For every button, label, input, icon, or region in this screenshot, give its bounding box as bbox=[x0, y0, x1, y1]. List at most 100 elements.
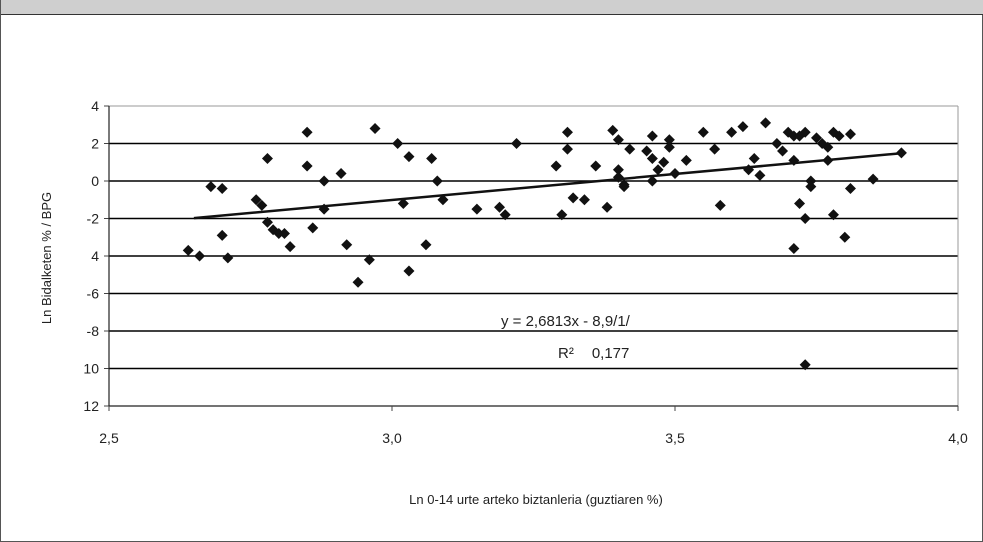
data-point bbox=[748, 153, 760, 164]
data-point bbox=[301, 160, 313, 172]
data-point bbox=[567, 192, 579, 204]
axes-layer: 4 2 0 -2 4 -6 -8 10 122,5 3,0 3,5 4,0 bbox=[83, 98, 968, 446]
trendline-equation: y = 2,6813x - 8,9/1/ bbox=[501, 313, 631, 330]
data-point bbox=[839, 231, 851, 243]
data-point bbox=[205, 181, 217, 193]
data-point bbox=[420, 239, 432, 251]
data-point bbox=[822, 141, 834, 153]
data-point bbox=[811, 132, 822, 144]
data-point bbox=[663, 141, 675, 153]
data-point bbox=[771, 138, 783, 149]
data-point bbox=[833, 130, 845, 142]
data-point bbox=[714, 199, 726, 211]
y-tick-label: -2 bbox=[87, 211, 100, 227]
data-point bbox=[431, 175, 443, 187]
data-point bbox=[646, 130, 658, 142]
y-axis-title: Ln Bidalketen % / BPG bbox=[39, 192, 54, 324]
data-point bbox=[222, 252, 234, 264]
data-point bbox=[663, 134, 675, 146]
y-tick-label: 2 bbox=[91, 136, 99, 152]
data-point bbox=[284, 241, 296, 253]
data-point bbox=[511, 138, 523, 149]
x-tick-label: 3,5 bbox=[665, 430, 685, 446]
y-tick-label: -8 bbox=[87, 323, 100, 339]
data-point bbox=[216, 183, 228, 194]
grid-layer bbox=[109, 142, 958, 370]
x-tick-label: 4,0 bbox=[948, 430, 968, 446]
data-point bbox=[499, 209, 511, 221]
data-point bbox=[827, 209, 839, 221]
data-point bbox=[369, 123, 381, 134]
data-point bbox=[278, 228, 290, 239]
data-point bbox=[578, 194, 590, 206]
data-point bbox=[335, 168, 347, 179]
data-point bbox=[895, 147, 907, 159]
data-point bbox=[844, 183, 856, 194]
x-tick-label: 3,0 bbox=[382, 430, 402, 446]
data-point bbox=[844, 128, 856, 140]
y-tick-label: -6 bbox=[87, 286, 100, 302]
data-point bbox=[601, 201, 613, 213]
data-point bbox=[709, 143, 721, 155]
data-point bbox=[612, 171, 624, 183]
data-point bbox=[307, 222, 319, 234]
data-point bbox=[392, 138, 404, 149]
data-point bbox=[561, 143, 573, 155]
data-point bbox=[760, 117, 772, 129]
data-point bbox=[646, 175, 658, 187]
data-point bbox=[607, 124, 619, 136]
data-point bbox=[624, 143, 636, 155]
data-point bbox=[250, 194, 262, 206]
data-point bbox=[737, 121, 749, 133]
data-point bbox=[318, 175, 330, 187]
y-tick-label: 4 bbox=[91, 248, 99, 264]
data-point bbox=[273, 228, 285, 239]
trendline-layer bbox=[193, 152, 902, 220]
trendline bbox=[193, 152, 902, 220]
data-point bbox=[437, 194, 449, 206]
data-point bbox=[426, 153, 438, 164]
data-point bbox=[182, 244, 194, 256]
data-point bbox=[341, 239, 353, 251]
top-bar bbox=[1, 0, 983, 15]
data-point bbox=[743, 164, 755, 176]
data-point bbox=[216, 229, 228, 241]
data-point bbox=[788, 130, 800, 142]
data-point bbox=[641, 145, 653, 157]
points-layer bbox=[182, 117, 907, 371]
data-point bbox=[754, 169, 766, 181]
data-point bbox=[697, 126, 709, 138]
data-point bbox=[726, 126, 738, 138]
data-point bbox=[805, 181, 817, 193]
data-point bbox=[352, 276, 364, 288]
data-point bbox=[788, 243, 800, 254]
y-tick-label: 4 bbox=[91, 98, 99, 114]
r-squared-symbol: R² bbox=[558, 345, 574, 362]
data-point bbox=[590, 160, 602, 172]
data-point bbox=[318, 203, 330, 215]
data-point bbox=[403, 151, 415, 163]
data-point bbox=[561, 126, 573, 138]
data-point bbox=[822, 154, 834, 166]
x-tick-label: 2,5 bbox=[99, 430, 119, 446]
data-point bbox=[680, 154, 692, 166]
data-point bbox=[618, 181, 630, 193]
data-point bbox=[494, 201, 506, 213]
data-point bbox=[799, 213, 811, 224]
data-point bbox=[669, 168, 681, 179]
data-point bbox=[256, 199, 268, 211]
y-tick-label: 12 bbox=[83, 398, 99, 414]
data-point bbox=[788, 154, 800, 166]
data-point bbox=[556, 209, 568, 221]
y-tick-label: 10 bbox=[83, 361, 99, 377]
data-point bbox=[261, 153, 273, 164]
data-point bbox=[658, 156, 670, 168]
y-tick-label: 0 bbox=[91, 173, 99, 189]
r-squared-value: 0,177 bbox=[592, 345, 630, 362]
x-axis-title: Ln 0-14 urte arteko biztanleria (guztiar… bbox=[409, 492, 663, 507]
data-point bbox=[363, 254, 375, 266]
r-squared-label: R² 0,177 bbox=[558, 345, 629, 362]
data-point bbox=[799, 359, 811, 371]
